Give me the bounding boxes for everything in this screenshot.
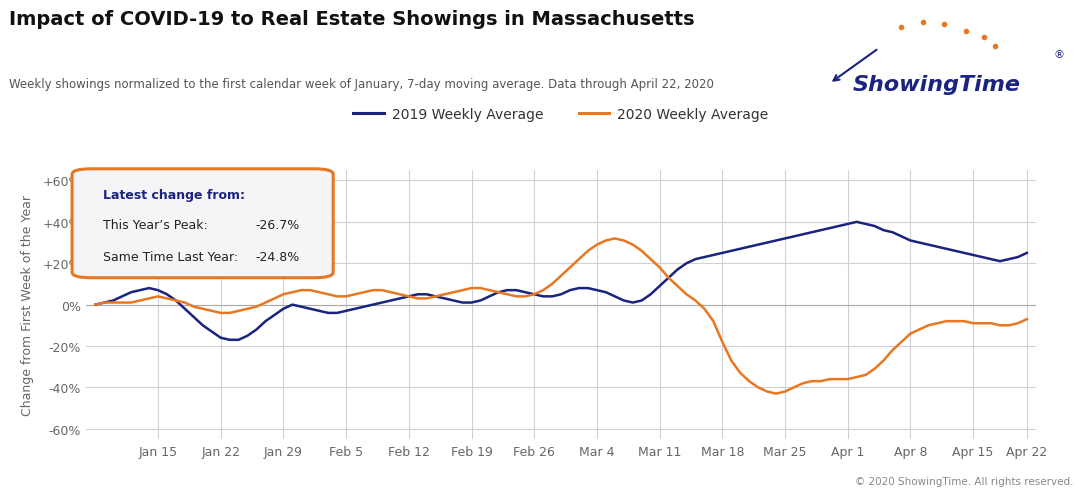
Legend: 2019 Weekly Average, 2020 Weekly Average: 2019 Weekly Average, 2020 Weekly Average: [347, 102, 775, 128]
Text: © 2020 ShowingTime. All rights reserved.: © 2020 ShowingTime. All rights reserved.: [855, 476, 1074, 486]
Text: Same Time Last Year:: Same Time Last Year:: [104, 251, 238, 264]
Text: ®: ®: [1054, 50, 1065, 61]
Text: Latest change from:: Latest change from:: [104, 189, 245, 202]
Text: -24.8%: -24.8%: [256, 251, 300, 264]
Y-axis label: Change from First Week of the Year: Change from First Week of the Year: [21, 195, 33, 415]
FancyBboxPatch shape: [72, 169, 333, 278]
Text: ShowingTime: ShowingTime: [853, 75, 1021, 94]
Text: Weekly showings normalized to the first calendar week of January, 7-day moving a: Weekly showings normalized to the first …: [9, 78, 713, 91]
Text: -26.7%: -26.7%: [256, 219, 300, 231]
Text: Impact of COVID-19 to Real Estate Showings in Massachusetts: Impact of COVID-19 to Real Estate Showin…: [9, 10, 694, 29]
Text: This Year’s Peak:: This Year’s Peak:: [104, 219, 208, 231]
